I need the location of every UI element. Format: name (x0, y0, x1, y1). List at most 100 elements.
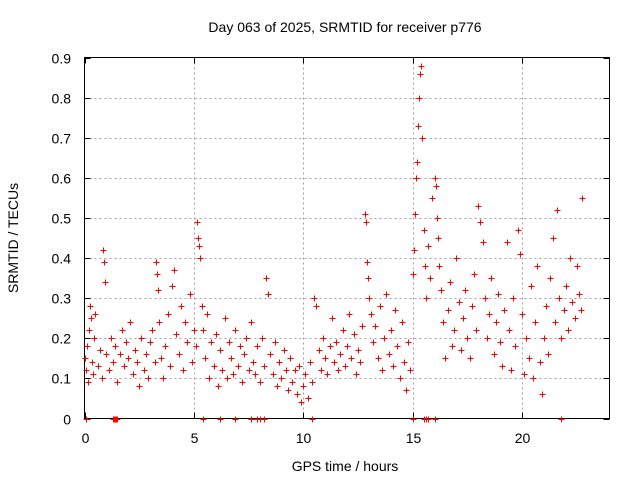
data-point (263, 275, 270, 282)
data-point (97, 347, 104, 354)
data-point (237, 343, 244, 350)
data-point (103, 351, 110, 358)
data-point (425, 243, 432, 250)
data-point (359, 323, 366, 330)
data-point (528, 283, 535, 290)
y-tick-label: 0.5 (52, 211, 72, 227)
data-point (252, 371, 259, 378)
data-point (316, 347, 323, 354)
data-point (270, 371, 277, 378)
axes (84, 57, 610, 420)
data-point (574, 263, 581, 270)
data-point (318, 367, 325, 374)
data-point (333, 339, 340, 346)
data-point (415, 123, 422, 130)
data-point (173, 331, 180, 338)
data-point (346, 311, 353, 318)
data-point (283, 367, 290, 374)
data-point (388, 327, 395, 334)
data-point (419, 135, 426, 142)
data-point (357, 359, 364, 366)
data-point (241, 351, 248, 358)
data-point (517, 251, 524, 258)
data-point (462, 287, 469, 294)
data-point (127, 319, 134, 326)
data-point (532, 319, 539, 326)
data-point (178, 303, 185, 310)
data-point (340, 327, 347, 334)
data-point (469, 303, 476, 310)
y-tick-label: 0.9 (52, 51, 72, 67)
data-point (89, 359, 96, 366)
data-point (545, 351, 552, 358)
data-point (217, 416, 224, 423)
data-point (453, 255, 460, 262)
data-point (167, 363, 174, 370)
data-point (153, 259, 160, 266)
data-point (423, 295, 430, 302)
data-point (379, 367, 386, 374)
data-point (101, 259, 108, 266)
data-point (523, 335, 530, 342)
data-point (257, 379, 264, 386)
data-point (194, 219, 201, 226)
data-point (327, 343, 334, 350)
data-point (85, 379, 92, 386)
data-point (235, 363, 242, 370)
data-point (397, 375, 404, 382)
data-point (313, 303, 320, 310)
data-point (372, 323, 379, 330)
data-point (228, 355, 235, 362)
data-point (554, 207, 561, 214)
data-point (353, 371, 360, 378)
data-point (329, 315, 336, 322)
data-point (100, 247, 107, 254)
data-point (276, 359, 283, 366)
data-point (123, 339, 130, 346)
grid-lines (84, 57, 610, 419)
data-point (368, 311, 375, 318)
data-point (433, 183, 440, 190)
x-axis-label: GPS time / hours (292, 458, 399, 474)
data-point (547, 275, 554, 282)
data-point (305, 395, 312, 402)
data-point (342, 363, 349, 370)
data-point (134, 359, 141, 366)
data-point (180, 367, 187, 374)
data-point (456, 299, 463, 306)
data-point (434, 215, 441, 222)
data-point (202, 355, 209, 362)
y-tick-label: 0.3 (52, 291, 72, 307)
data-point (537, 359, 544, 366)
data-point (432, 175, 439, 182)
data-point (578, 307, 585, 314)
data-point (136, 383, 143, 390)
data-point (91, 335, 98, 342)
data-point (176, 351, 183, 358)
data-point (422, 263, 429, 270)
data-point (429, 195, 436, 202)
data-point (438, 287, 445, 294)
data-point (473, 327, 480, 334)
data-point (208, 339, 215, 346)
data-point (311, 295, 318, 302)
data-point (381, 335, 388, 342)
data-point (322, 355, 329, 362)
data-point (182, 319, 189, 326)
data-point (526, 355, 533, 362)
data-point (165, 311, 172, 318)
data-point (464, 335, 471, 342)
data-point (508, 367, 515, 374)
data-point (482, 295, 489, 302)
x-tick-labels: 0 5 10 15 20 (82, 430, 531, 446)
data-point (410, 416, 417, 423)
data-point (278, 375, 285, 382)
data-point (447, 279, 454, 286)
data-point (504, 239, 511, 246)
data-point (410, 271, 417, 278)
data-point (442, 355, 449, 362)
data-point (121, 363, 128, 370)
data-point (219, 367, 226, 374)
data-point (196, 243, 203, 250)
data-point (246, 367, 253, 374)
